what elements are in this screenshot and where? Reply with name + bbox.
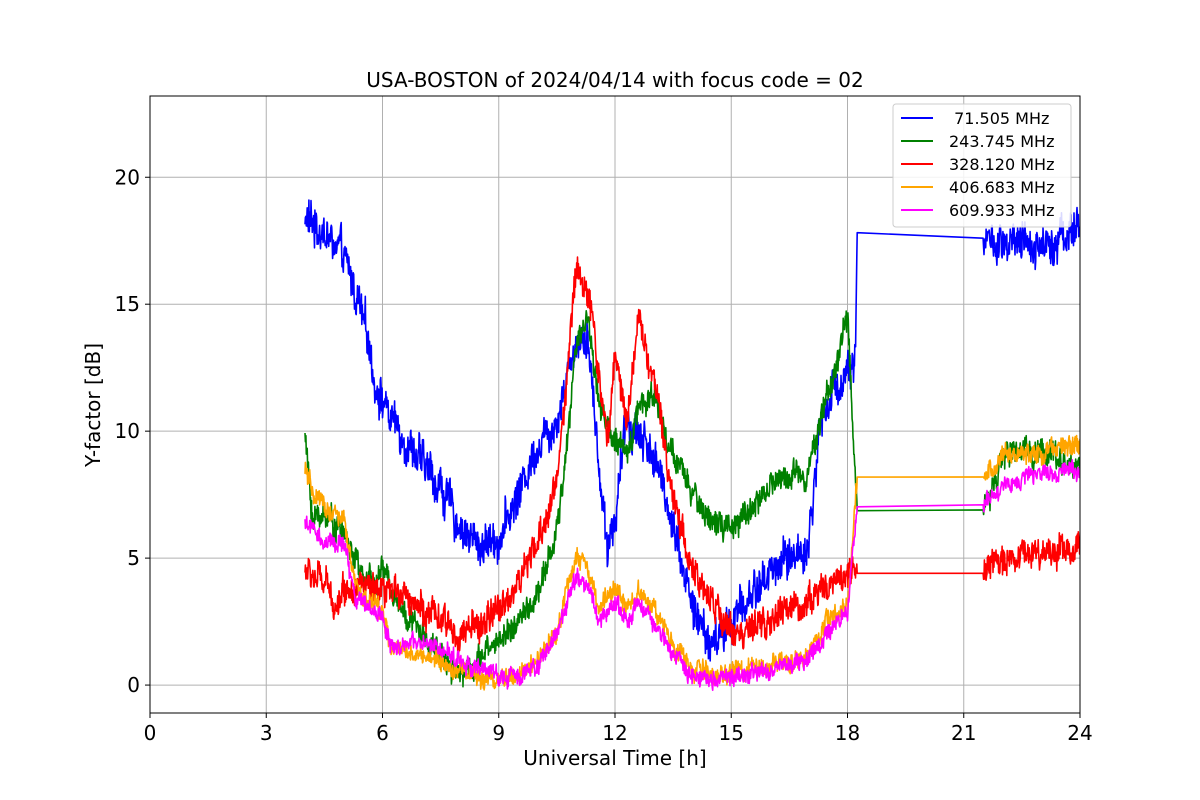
x-tick-label: 3 [260,721,273,745]
series-line-3 [304,256,1080,657]
plot-area [304,199,1080,691]
legend-box [892,103,1072,228]
y-tick-label: 5 [127,546,140,570]
x-tick-label: 15 [719,721,744,745]
x-tick-label: 24 [1067,721,1092,745]
y-axis: 0 5 10 15 20 [115,165,150,697]
y-axis-label: Y-factor [dB] [81,343,105,468]
series-line-5 [304,459,1080,691]
x-tick-label: 0 [144,721,157,745]
y-tick-label: 20 [115,165,140,189]
y-tick-label: 0 [127,673,140,697]
x-tick-label: 18 [835,721,860,745]
series-layer [304,199,1080,691]
chart-title: USA-BOSTON of 2024/04/14 with focus code… [366,68,863,92]
legend-label: 328.120 MHz [949,155,1054,174]
legend-label: 71.505 MHz [949,109,1049,128]
x-tick-label: 9 [492,721,505,745]
y-tick-label: 10 [115,419,140,443]
x-tick-label: 21 [951,721,976,745]
legend-label: 609.933 MHz [949,201,1054,220]
x-tick-label: 12 [602,721,627,745]
y-tick-label: 15 [115,292,140,316]
legend-label: 243.745 MHz [949,132,1054,151]
legend: 71.505 MHz 243.745 MHz 328.120 MHz 406.683 … [892,103,1072,228]
x-axis-label: Universal Time [h] [523,746,706,770]
series-line-2 [304,310,1080,688]
x-tick-label: 6 [376,721,389,745]
x-axis: 0 3 6 9 12 15 18 21 24 [144,713,1093,745]
legend-label: 406.683 MHz [949,178,1054,197]
series-line-4 [304,434,1080,691]
